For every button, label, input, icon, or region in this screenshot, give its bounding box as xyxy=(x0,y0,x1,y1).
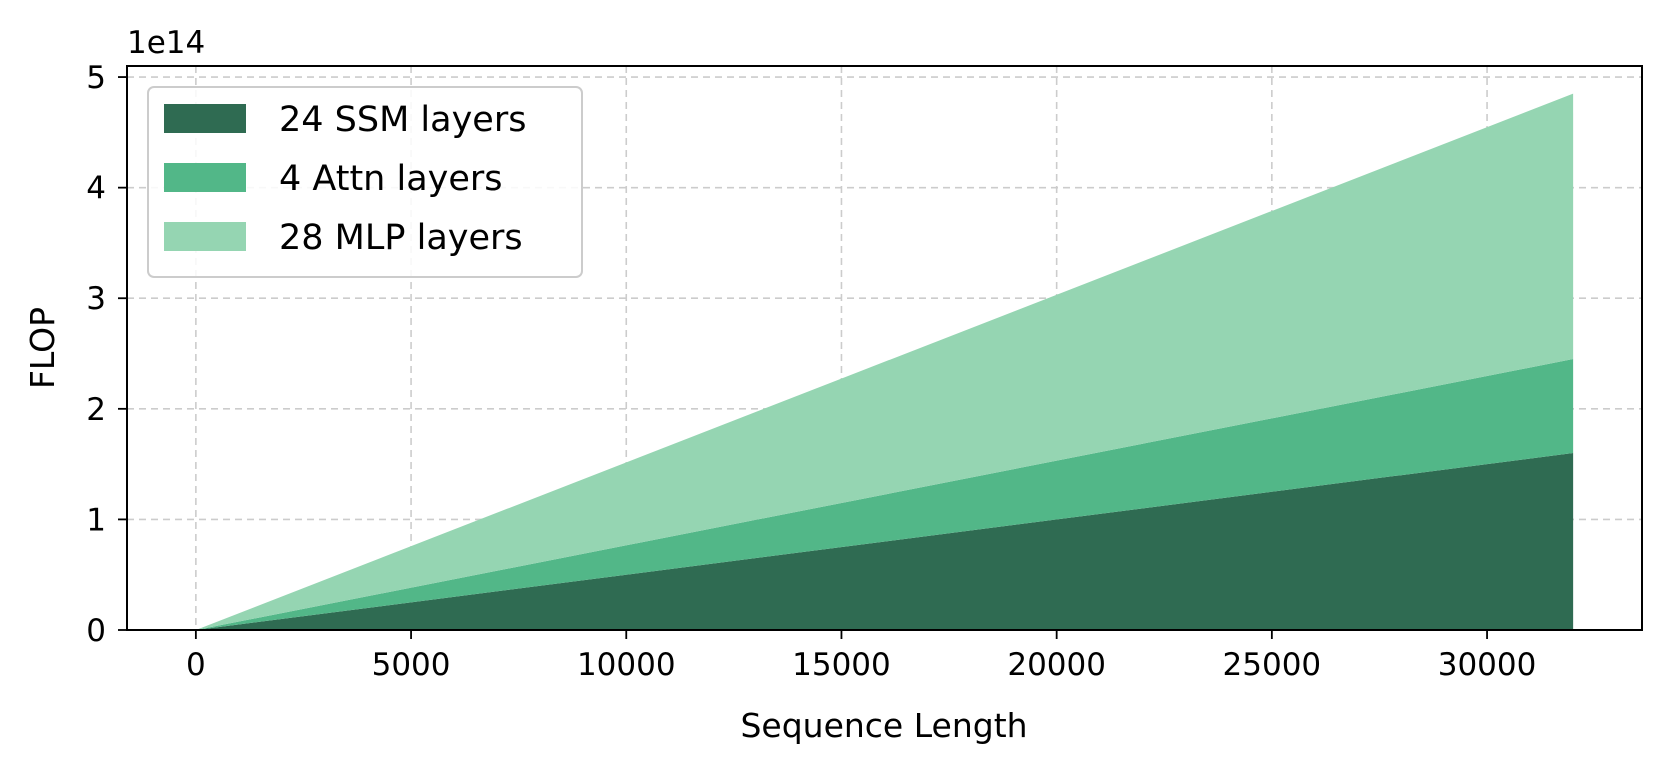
legend-frame xyxy=(147,86,583,278)
legend-label: 28 MLP layers xyxy=(279,218,523,258)
area-series-1 xyxy=(195,453,1574,630)
y-axis-title: FLOP xyxy=(23,307,62,389)
legend: 24 SSM layers 4 Attn layers 28 MLP layers xyxy=(147,86,583,278)
legend-label: 24 SSM layers xyxy=(279,100,526,140)
legend-swatch xyxy=(164,222,246,251)
legend-label: 4 Attn layers xyxy=(279,159,503,199)
x-tick-label: 10000 xyxy=(577,647,676,683)
y-tick-label: 5 xyxy=(86,60,106,96)
x-tick-label: 20000 xyxy=(1007,647,1106,683)
plot-areas xyxy=(195,93,1574,630)
y-tick-label: 1 xyxy=(86,502,106,538)
x-tick-label: 5000 xyxy=(372,647,451,683)
legend-swatch xyxy=(164,163,246,192)
y-tick-label: 4 xyxy=(86,171,106,207)
area-series-3 xyxy=(195,93,1574,630)
y-tick-label: 0 xyxy=(86,613,106,649)
y-tick-label: 3 xyxy=(86,281,106,317)
legend-swatch xyxy=(164,104,246,133)
x-tick-label: 30000 xyxy=(1438,647,1537,683)
x-axis-ticks: 0 5000 10000 15000 20000 25000 30000 xyxy=(186,630,1536,683)
x-axis-title: Sequence Length xyxy=(740,706,1027,745)
y-axis-ticks: 0 1 2 3 4 5 xyxy=(86,60,127,649)
x-tick-label: 25000 xyxy=(1223,647,1322,683)
x-tick-label: 0 xyxy=(186,647,206,683)
plot-frame xyxy=(126,65,1643,631)
y-offset-text: 1e14 xyxy=(127,25,205,61)
x-tick-label: 15000 xyxy=(792,647,891,683)
y-tick-label: 2 xyxy=(86,392,106,428)
